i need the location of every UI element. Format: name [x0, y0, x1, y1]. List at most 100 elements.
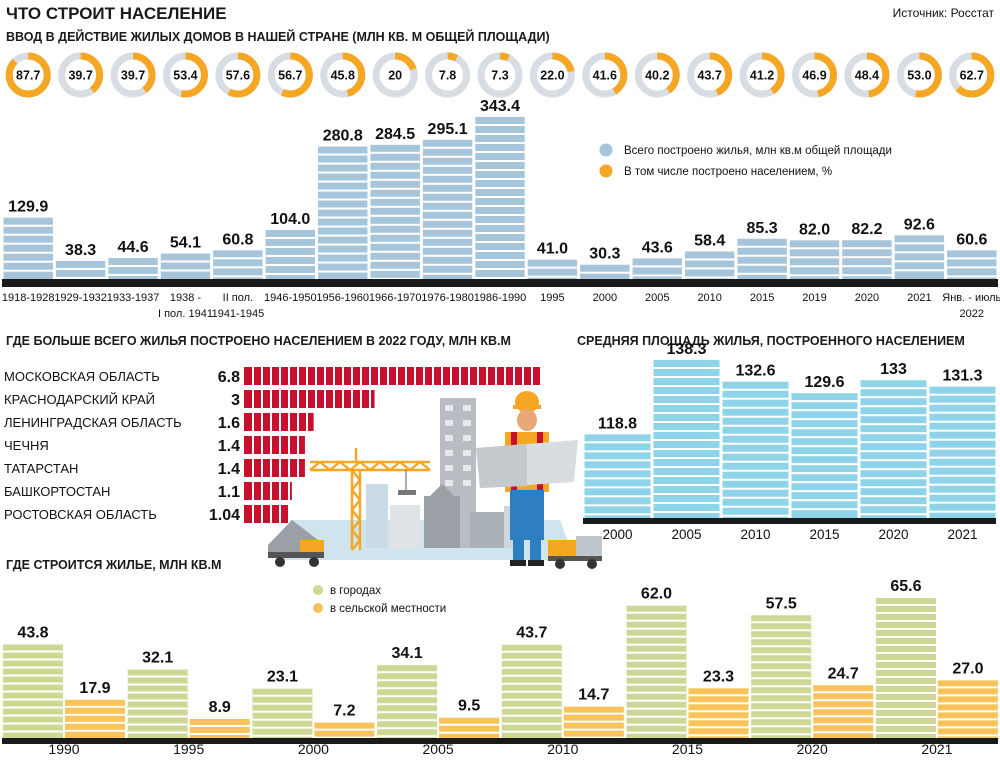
- chart2-value-label: 1.1: [218, 484, 240, 501]
- chart1-share-ring: 22.0: [529, 52, 575, 98]
- chart1-value-label: 60.6: [956, 231, 987, 248]
- chart4-bar-rural: [688, 688, 749, 738]
- low-building: [390, 505, 420, 548]
- chart2-bar: [244, 505, 290, 523]
- chart1-share-label: 48.4: [855, 69, 879, 83]
- chart3-year-label: 2010: [740, 527, 770, 542]
- chart1-share-ring: 45.8: [320, 52, 366, 98]
- chart3-bar: [791, 393, 858, 518]
- chart1-bar: [789, 240, 840, 279]
- chart3-title: СРЕДНЯЯ ПЛОЩАДЬ ЖИЛЬЯ, ПОСТРОЕННОГО НАСЕ…: [577, 334, 965, 348]
- legend-label-population: В том числе построено населением, %: [624, 166, 832, 178]
- chart1-bar: [684, 251, 735, 279]
- legend-dot-cities: [313, 585, 323, 595]
- chart2-bar: [244, 482, 292, 500]
- chart2-row: ЛЕНИНГРАДСКАЯ ОБЛАСТЬ 1.6: [4, 413, 314, 432]
- block-building: [470, 512, 506, 548]
- chart1-share-label: 40.2: [645, 69, 669, 83]
- chart1-value-label: 295.1: [428, 121, 468, 138]
- chart1-category-label: 2020: [855, 292, 879, 304]
- chart1-category-label: 1946-1950: [264, 292, 317, 304]
- chart2-value-label: 1.04: [209, 507, 240, 524]
- chart1-share-label: 22.0: [540, 69, 564, 83]
- chart4-year-label: 2000: [298, 741, 329, 756]
- chart4-value-label: 43.8: [17, 625, 48, 642]
- chart4-value-label: 17.9: [79, 680, 110, 697]
- chart1-value-label: 92.6: [904, 216, 935, 233]
- chart1-share-ring: 41.2: [739, 52, 785, 98]
- chart1-category-label: 1956-1960: [316, 292, 369, 304]
- chart1-share-ring: 62.7: [949, 52, 995, 98]
- chart4-year-label: 1990: [48, 741, 79, 756]
- page-title: ЧТО СТРОИТ НАСЕЛЕНИЕ: [6, 4, 227, 23]
- chart1-value-label: 82.2: [851, 221, 882, 238]
- chart1-value-label: 85.3: [747, 220, 778, 237]
- chart1-category-label: 2021: [907, 292, 931, 304]
- chart1-bar: [213, 250, 263, 279]
- chart3-bars: 118.8 138.3 132.6 129.6 133 131.3: [584, 341, 996, 518]
- chart3-year-label: 2005: [671, 527, 701, 542]
- chart2-region-label: РОСТОВСКАЯ ОБЛАСТЬ: [4, 507, 157, 522]
- chart4-year-label: 2010: [547, 741, 578, 756]
- chart4-value-label: 23.1: [267, 669, 298, 686]
- chart1-share-ring: 56.7: [267, 52, 313, 98]
- chart1-share-ring: 7.3: [477, 52, 523, 98]
- chart1-category-label: 2010: [697, 292, 721, 304]
- chart1-bar: [947, 250, 997, 279]
- chart1-share-label: 53.0: [907, 69, 931, 83]
- chart1-share-label: 62.7: [960, 69, 984, 83]
- chart3-bar: [929, 386, 996, 518]
- chart1-value-label: 60.8: [222, 231, 253, 248]
- chart2-bar: [244, 367, 540, 385]
- chart1-category-label: 1966-1970: [369, 292, 422, 304]
- chart2-value-label: 1.4: [218, 438, 240, 455]
- chart2-row: ЧЕЧНЯ 1.4: [4, 436, 305, 455]
- chart3-year-label: 2021: [947, 527, 977, 542]
- legend-label-cities: в городах: [330, 585, 381, 597]
- chart4-title: ГДЕ СТРОИТСЯ ЖИЛЬЕ, МЛН КВ.М: [6, 558, 221, 572]
- chart1-bars: 129.9 38.3 44.6 54.1 60.8 104.0 280.8 284.5 295.…: [3, 98, 997, 280]
- chart1-bar: [265, 229, 316, 279]
- chart2-region-label: ТАТАРСТАН: [4, 461, 78, 476]
- chart4-year-label: 2020: [797, 741, 828, 756]
- chart1-value-label: 82.0: [799, 221, 830, 238]
- chart1-share-ring: 39.7: [58, 52, 104, 98]
- chart1-category-label: 1986-1990: [474, 292, 527, 304]
- chart2-region-label: ЛЕНИНГРАДСКАЯ ОБЛАСТЬ: [4, 415, 182, 430]
- chart4-bar-cities: [751, 615, 812, 738]
- chart1-share-ring: 46.9: [792, 52, 838, 98]
- chart3-bar: [653, 360, 720, 518]
- chart1-bar: [160, 253, 211, 279]
- chart4-value-label: 62.0: [641, 586, 672, 603]
- chart2-bar: [244, 390, 375, 408]
- chart2-bar: [244, 413, 314, 431]
- chart1-share-label: 57.6: [226, 69, 250, 83]
- chart4-bar-cities: [127, 669, 188, 738]
- chart1-bar: [108, 257, 158, 279]
- chart4-value-label: 9.5: [458, 698, 480, 715]
- chart3-value-label: 118.8: [598, 415, 637, 432]
- chart2-region-label: МОСКОВСКАЯ ОБЛАСТЬ: [4, 369, 160, 384]
- chart1-share-label: 56.7: [278, 69, 302, 83]
- chart3-year-labels: 2000 2005 2010 2015 2020 2021: [602, 527, 977, 542]
- chart1-share-ring: 48.4: [844, 52, 890, 98]
- chart1-category-label: 1938 -: [170, 292, 202, 304]
- chart1-share-label: 20: [388, 69, 402, 83]
- chart4-bar-rural: [65, 699, 125, 738]
- chart2-row: БАШКОРТОСТАН 1.1: [4, 482, 292, 501]
- chart3-year-label: 2000: [602, 527, 632, 542]
- chart1-share-label: 87.7: [16, 69, 40, 83]
- chart1-value-label: 30.3: [589, 246, 620, 263]
- chart1-bar: [318, 146, 368, 279]
- chart4-year-label: 2015: [672, 741, 703, 756]
- chart1-baseline: [2, 279, 998, 287]
- chart4-value-label: 65.6: [890, 578, 921, 595]
- chart1-share-ring: 53.4: [162, 52, 208, 98]
- chart2-row: ТАТАРСТАН 1.4: [4, 459, 305, 478]
- chart4-bar-cities: [501, 644, 562, 738]
- chart4-value-label: 7.2: [333, 703, 355, 720]
- chart4-value-label: 24.7: [828, 665, 859, 682]
- chart4-bars: 43.8 17.9 32.1 8.9 23.1 7.2 34.1 9.5 43.7 14.7 62.…: [3, 578, 998, 739]
- chart1-share-ring: 43.7: [687, 52, 733, 98]
